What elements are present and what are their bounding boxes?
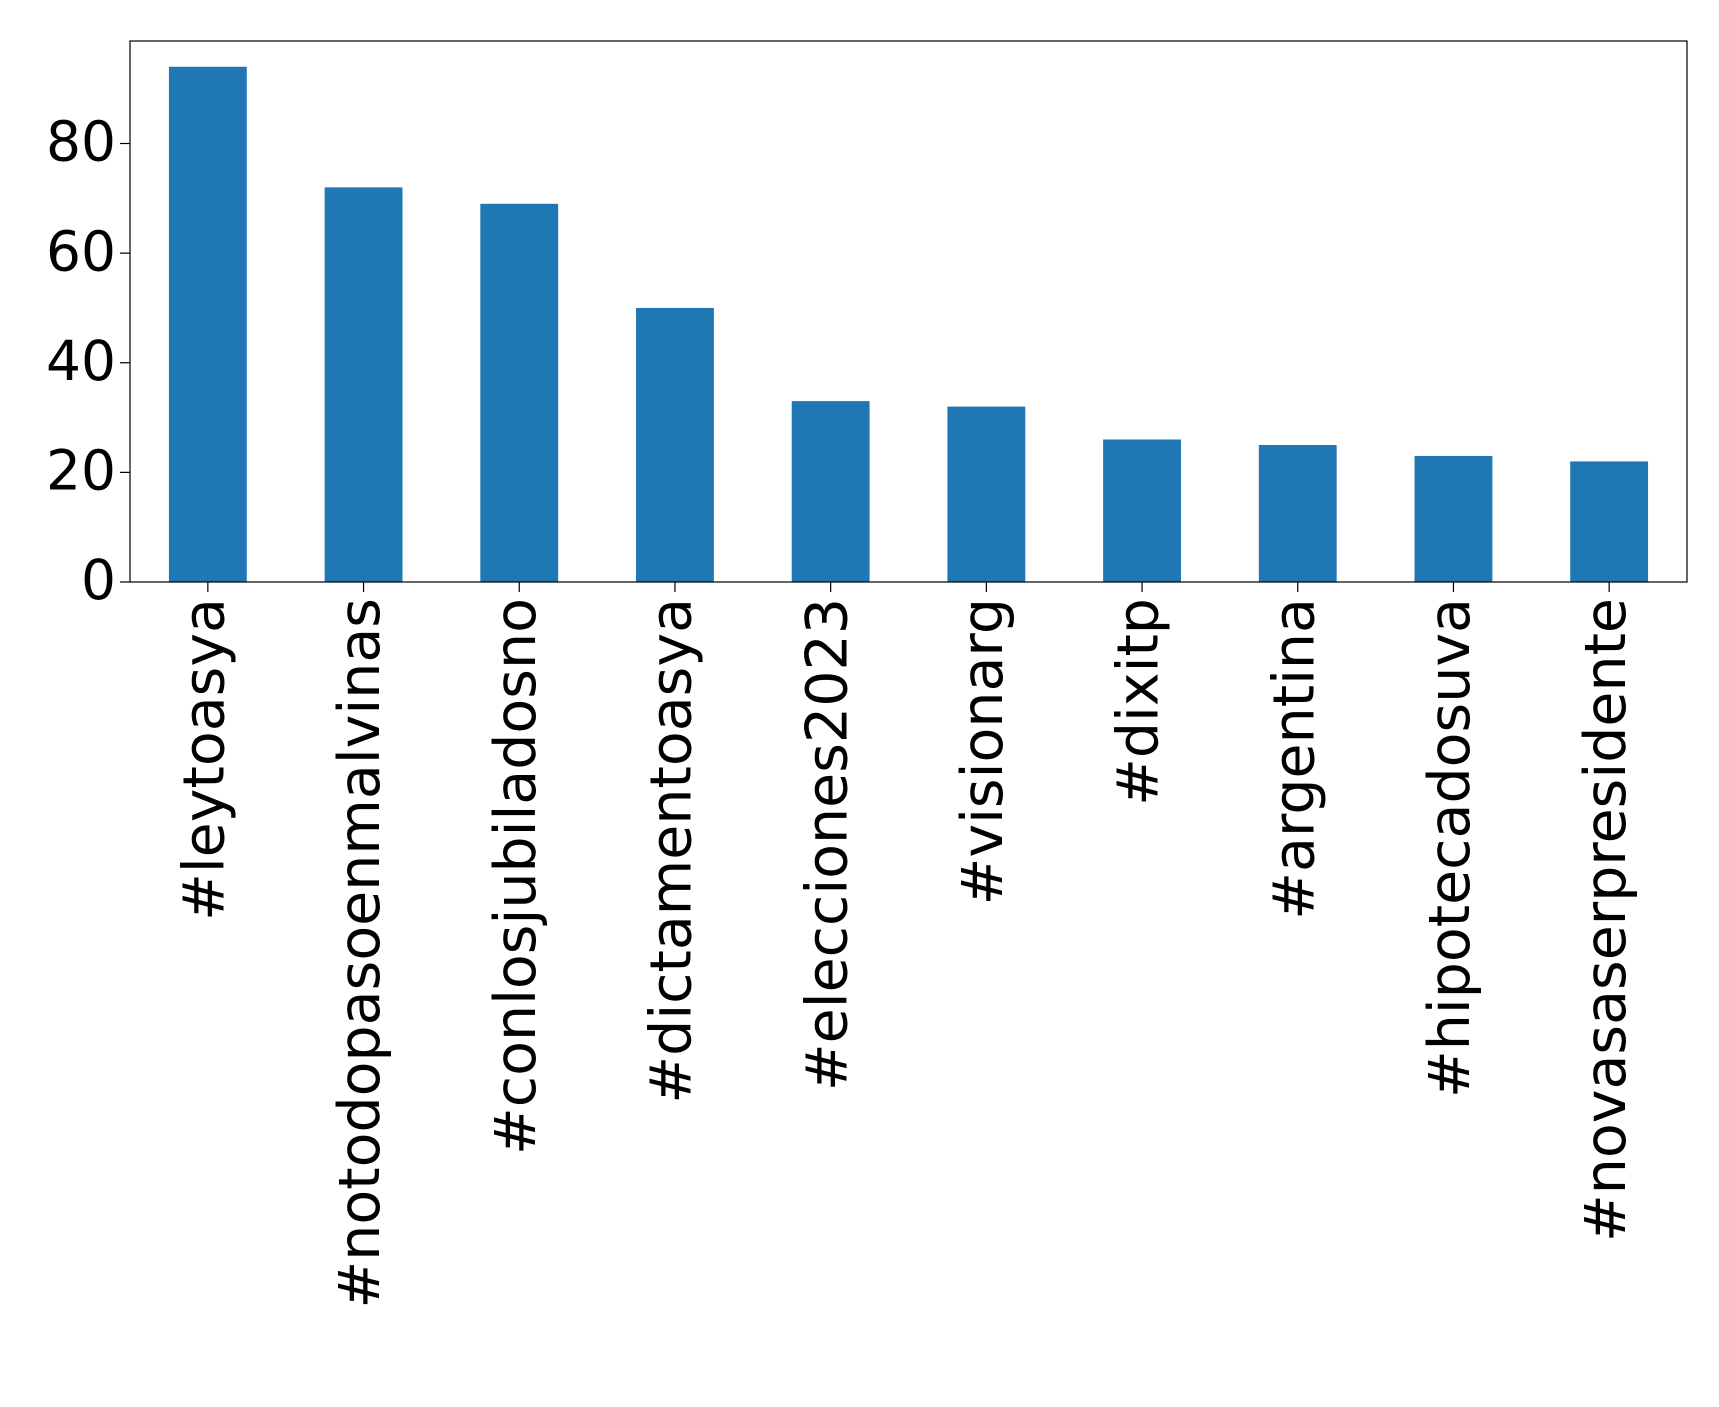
y-tick-label: 20	[46, 439, 116, 503]
x-tick-label: #argentina	[1261, 598, 1327, 920]
bar	[947, 406, 1026, 582]
bar	[324, 187, 403, 582]
x-tick-label: #notodopasoenmalvinas	[327, 598, 393, 1309]
x-tick-label: #leytoasya	[171, 598, 237, 921]
y-tick-label: 40	[46, 329, 116, 393]
x-tick-label: #hipotecadosuva	[1417, 598, 1483, 1098]
x-tick-label: #novasaserpresidente	[1573, 598, 1639, 1242]
x-tick-label: #dictamentoasya	[639, 598, 705, 1104]
x-tick-label: #visionarg	[950, 598, 1016, 905]
axes-frame	[129, 40, 1688, 583]
bar	[1414, 455, 1493, 582]
bar	[1258, 444, 1337, 582]
bar	[1103, 439, 1181, 582]
y-tick-label: 0	[81, 548, 116, 612]
bar	[791, 401, 870, 582]
bar	[636, 307, 714, 582]
x-tick-label: #dixitp	[1106, 598, 1172, 806]
x-tick-label: #elecciones2023	[794, 598, 860, 1091]
y-tick-label: 60	[46, 219, 116, 283]
bar	[480, 203, 559, 582]
bar	[168, 66, 247, 582]
y-tick-label: 80	[46, 110, 116, 174]
bar	[1570, 461, 1649, 582]
x-tick-label: #conlosjubiladosno	[483, 598, 549, 1155]
